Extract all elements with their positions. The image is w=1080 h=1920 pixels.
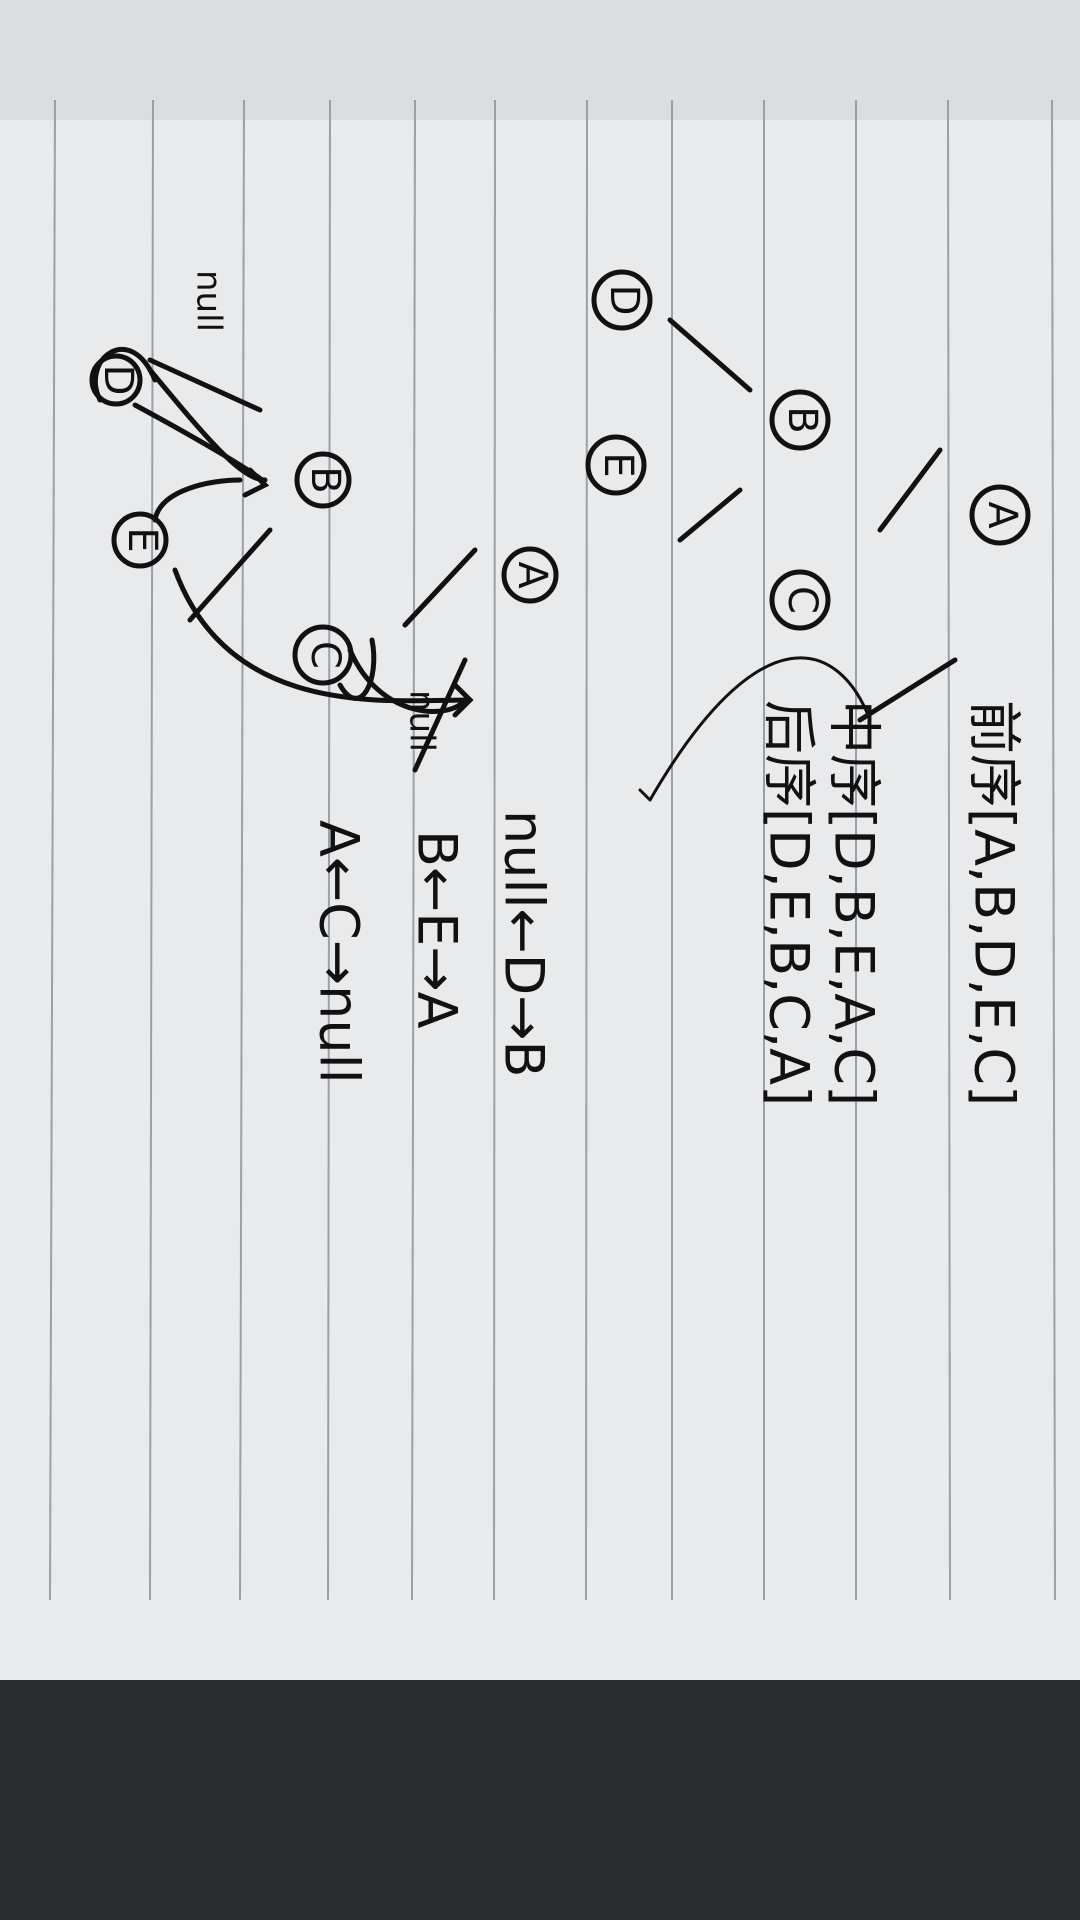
node-label: C	[302, 641, 348, 669]
node-label: A	[509, 561, 555, 589]
null-label: null	[402, 690, 442, 752]
node-label: B	[302, 466, 348, 493]
node-label: E	[595, 452, 641, 477]
node-label: D	[601, 285, 647, 316]
thread: null←D→B	[492, 810, 555, 1078]
node-label: B	[779, 406, 825, 433]
node-label: E	[119, 527, 165, 552]
thread: A←C→null	[307, 820, 370, 1084]
traversal: 中序[D,B,E,A,C]	[822, 700, 885, 1106]
node-label: C	[779, 586, 825, 614]
arrow	[638, 656, 872, 802]
null-label: null	[189, 270, 229, 332]
ruled-lines	[49, 99, 1056, 1601]
tree-nodes: A B C D E	[585, 269, 1031, 631]
threaded-edges	[92, 346, 478, 773]
paper-edge	[0, 0, 1080, 120]
traversal: 后序[D,E,B,C,A]	[757, 700, 820, 1106]
traversal: 前序[A,B,D,E,C]	[962, 700, 1025, 1106]
paper	[0, 0, 1080, 1680]
thread: B←E→A	[405, 830, 468, 1029]
tree-edges	[667, 317, 958, 723]
node-label: A	[979, 501, 1025, 529]
threaded-nodes: A B C D E	[89, 353, 559, 686]
node-label: D	[95, 365, 141, 396]
